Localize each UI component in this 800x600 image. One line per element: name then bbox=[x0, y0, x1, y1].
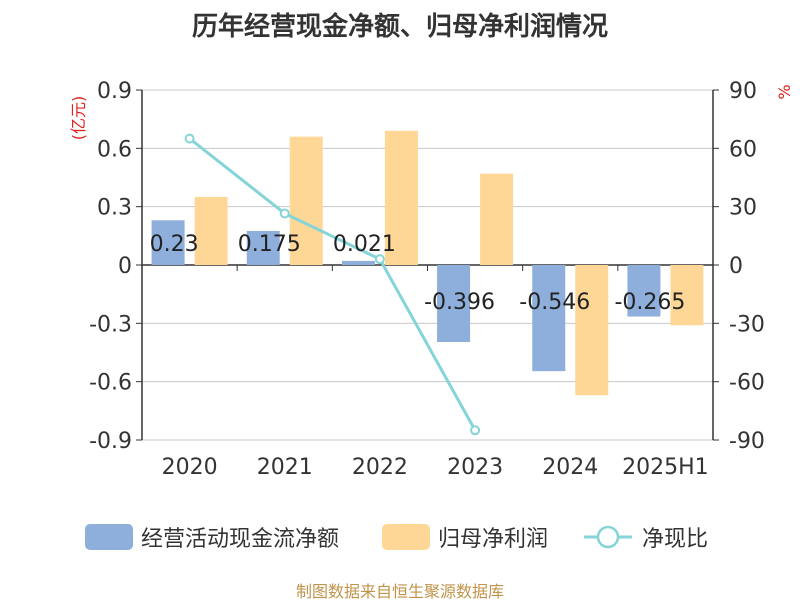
chart-title: 历年经营现金净额、归母净利润情况 bbox=[191, 12, 608, 42]
x-tick-label: 2025H1 bbox=[622, 455, 709, 480]
y-right-tick-label: -60 bbox=[729, 371, 765, 396]
legend-item-cashflow[interactable]: 经营活动现金流净额 bbox=[85, 520, 339, 554]
x-tick-label: 2023 bbox=[447, 455, 503, 480]
y-right-axis-label: % bbox=[775, 84, 794, 99]
bar-netprofit bbox=[670, 265, 704, 326]
data-label-cashflow: 0.021 bbox=[333, 232, 396, 257]
data-label-cashflow: -0.265 bbox=[614, 290, 685, 315]
data-label-cashflow: -0.396 bbox=[424, 290, 495, 315]
y-right-tick-label: -30 bbox=[729, 312, 765, 337]
bar-cashflow bbox=[246, 230, 280, 265]
bar-netprofit bbox=[480, 173, 514, 265]
x-tick-label: 2021 bbox=[257, 455, 313, 480]
y-right-tick-label: -90 bbox=[729, 429, 765, 454]
bar-cashflow bbox=[151, 220, 185, 265]
legend: 经营活动现金流净额 归母净利润 净现比 bbox=[0, 520, 800, 554]
bar-cashflow bbox=[532, 265, 566, 372]
y-left-tick-label: 0 bbox=[118, 254, 132, 279]
point-ratio bbox=[374, 254, 385, 265]
legend-swatch-ratio bbox=[584, 525, 632, 549]
point-ratio bbox=[279, 208, 290, 219]
legend-item-netprofit[interactable]: 归母净利润 bbox=[382, 520, 548, 554]
y-left-tick-label: 0.9 bbox=[97, 79, 132, 104]
y-left-tick-label: -0.6 bbox=[89, 371, 132, 396]
bar-netprofit bbox=[194, 196, 228, 265]
x-tick-label: 2020 bbox=[162, 455, 218, 480]
bar-cashflow bbox=[437, 265, 471, 342]
bar-netprofit bbox=[575, 265, 609, 396]
legend-swatch-netprofit bbox=[382, 524, 430, 550]
source-note: 制图数据来自恒生聚源数据库 bbox=[295, 582, 504, 600]
x-tick-label: 2024 bbox=[542, 455, 598, 480]
y-left-axis-label: (亿元) bbox=[69, 96, 88, 141]
data-label-cashflow: 0.23 bbox=[150, 232, 199, 257]
bar-cashflow bbox=[627, 265, 661, 317]
legend-item-ratio[interactable]: 净现比 bbox=[582, 520, 708, 554]
y-right-tick-label: 30 bbox=[729, 196, 757, 221]
legend-swatch-cashflow bbox=[85, 524, 133, 550]
bar-cashflow bbox=[341, 260, 375, 265]
legend-label-ratio: 净现比 bbox=[642, 527, 709, 552]
y-left-tick-label: 0.3 bbox=[97, 196, 132, 221]
line-ratio bbox=[188, 137, 477, 432]
y-right-tick-label: 60 bbox=[729, 137, 757, 162]
y-left-tick-label: -0.9 bbox=[89, 429, 132, 454]
legend-label-netprofit: 归母净利润 bbox=[438, 527, 549, 552]
chart-area: 0.9 0.6 0.3 0 -0.3 -0.6 -0.9 90 60 30 0 -30 -60 -90 (亿… bbox=[69, 79, 794, 480]
x-tick-label: 2022 bbox=[352, 455, 408, 480]
y-right-tick-label: 90 bbox=[729, 79, 757, 104]
bar-netprofit bbox=[289, 136, 323, 265]
bar-netprofit bbox=[384, 130, 418, 265]
data-label-cashflow: 0.175 bbox=[238, 232, 301, 257]
point-ratio bbox=[470, 425, 481, 436]
y-right-tick-label: 0 bbox=[729, 254, 743, 279]
y-left-tick-label: -0.3 bbox=[89, 312, 132, 337]
y-left-tick-label: 0.6 bbox=[97, 137, 132, 162]
point-ratio bbox=[184, 133, 195, 144]
legend-label-cashflow: 经营活动现金流净额 bbox=[141, 527, 340, 552]
data-label-cashflow: -0.546 bbox=[519, 290, 590, 315]
